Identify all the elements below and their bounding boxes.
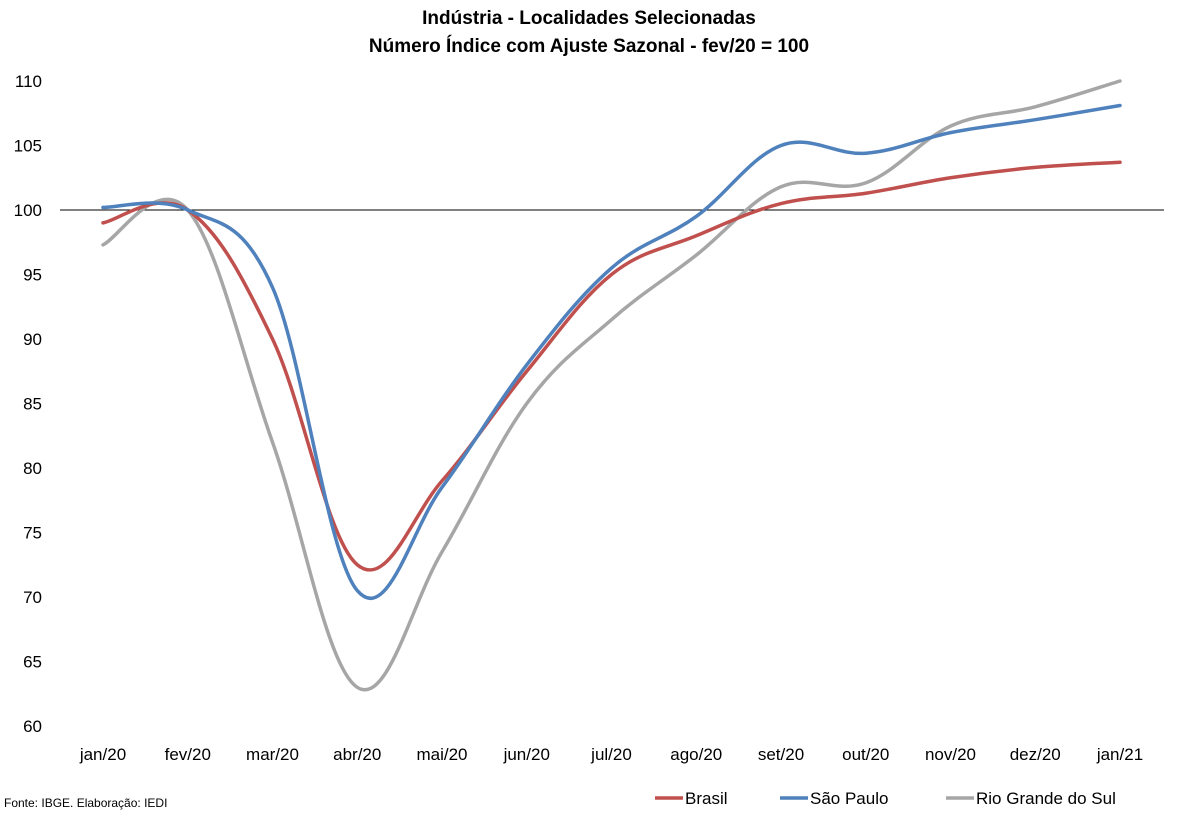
x-tick-label: jan/20 <box>79 745 126 764</box>
y-tick-label: 60 <box>23 717 42 736</box>
y-axis: 60 65 70 75 80 85 90 95 100 105 110 <box>14 72 42 736</box>
legend-label: Brasil <box>685 789 728 808</box>
y-tick-label: 65 <box>23 653 42 672</box>
y-tick-label: 80 <box>23 459 42 478</box>
y-tick-label: 100 <box>14 201 42 220</box>
legend-label: São Paulo <box>810 789 888 808</box>
x-tick-label: jul/20 <box>590 745 632 764</box>
x-tick-label: nov/20 <box>925 745 976 764</box>
x-tick-label: out/20 <box>842 745 889 764</box>
x-axis: jan/20 fev/20 mar/20 abr/20 mai/20 jun/20 jul/… <box>79 745 1143 764</box>
y-tick-label: 105 <box>14 137 42 156</box>
x-tick-label: set/20 <box>758 745 804 764</box>
source-note: Fonte: IBGE. Elaboração: IEDI <box>4 796 167 810</box>
x-tick-label: jan/21 <box>1096 745 1143 764</box>
x-tick-label: ago/20 <box>670 745 722 764</box>
legend: Brasil São Paulo Rio Grande do Sul <box>655 789 1116 808</box>
x-tick-label: mai/20 <box>416 745 467 764</box>
y-tick-label: 90 <box>23 330 42 349</box>
series-line-brasil <box>101 160 1122 572</box>
x-tick-label: mar/20 <box>246 745 299 764</box>
series-line-s-o-paulo <box>101 103 1122 600</box>
legend-label: Rio Grande do Sul <box>976 789 1116 808</box>
series-line-rio-grande-do-sul <box>101 79 1122 692</box>
x-tick-label: abr/20 <box>333 745 381 764</box>
x-tick-label: fev/20 <box>165 745 211 764</box>
x-tick-label: jun/20 <box>503 745 550 764</box>
y-tick-label: 110 <box>15 72 42 91</box>
y-tick-label: 95 <box>23 266 42 285</box>
y-tick-label: 70 <box>23 588 42 607</box>
chart-title: Indústria - Localidades Selecionadas <box>422 8 756 29</box>
chart-subtitle: Número Índice com Ajuste Sazonal - fev/2… <box>369 35 809 57</box>
y-tick-label: 85 <box>23 395 42 414</box>
y-tick-label: 75 <box>23 524 42 543</box>
series-lines <box>101 79 1122 692</box>
x-tick-label: dez/20 <box>1010 745 1061 764</box>
